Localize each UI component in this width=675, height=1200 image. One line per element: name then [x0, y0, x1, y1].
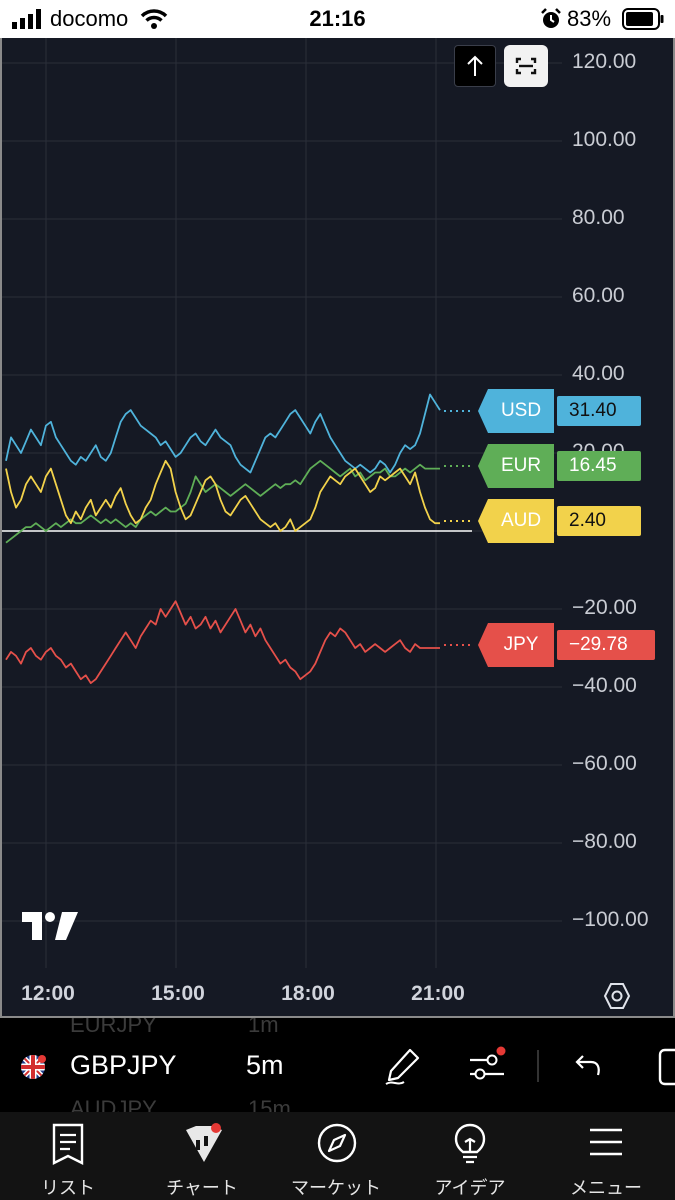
ghost-symbol-top: EURJPY	[70, 1018, 157, 1037]
nav-menu-label: メニュー	[570, 1178, 642, 1198]
ghost-interval-top: 1m	[248, 1018, 279, 1037]
x-tick-label: 15:00	[151, 982, 205, 1005]
sliders-icon[interactable]	[466, 1046, 508, 1086]
nav-list[interactable]: リスト	[8, 1112, 128, 1200]
nav-market-label: マーケット	[291, 1178, 381, 1198]
y-tick-label: −100.00	[572, 908, 649, 931]
wifi-icon	[140, 9, 168, 29]
series-tag-jpy: JPY	[478, 623, 554, 667]
tradingview-logo	[22, 912, 78, 940]
ghost-interval-bottom: 15m	[248, 1096, 291, 1112]
y-tick-label: 60.00	[572, 284, 625, 307]
chart-toolbar: EURJPY 1m AUDJPY 15m GBPJPY 5m	[0, 1018, 675, 1112]
series-line-jpy	[5, 600, 440, 684]
toolbar-divider	[537, 1050, 539, 1082]
undo-icon[interactable]	[574, 1050, 604, 1080]
compass-icon	[317, 1123, 357, 1163]
chart-canvas[interactable]	[2, 38, 673, 1018]
signal-icon	[12, 9, 41, 29]
battery-percentage: 83%	[567, 6, 612, 31]
series-value-eur: 16.45	[557, 451, 641, 481]
y-tick-label: −80.00	[572, 830, 637, 853]
x-tick-label: 18:00	[281, 982, 335, 1005]
carrier-label: docomo	[50, 6, 129, 31]
lightbulb-icon	[454, 1123, 486, 1164]
y-tick-label: 100.00	[572, 128, 637, 151]
y-tick-label: 120.00	[572, 50, 637, 73]
fullscreen-button[interactable]	[504, 45, 548, 87]
chart-panel[interactable]: 120.00100.0080.0060.0040.0020.000.00−20.…	[0, 38, 675, 1018]
symbol-selector[interactable]: GBPJPY	[70, 1050, 177, 1080]
uk-flag-icon	[21, 1055, 46, 1079]
bottom-navigation: リスト チャート マーケット アイデア メニュー	[0, 1112, 675, 1200]
status-bar: docomo 21:16 83%	[0, 0, 675, 38]
series-tag-aud: AUD	[478, 499, 554, 543]
fullscreen-toggle-icon[interactable]	[654, 1048, 675, 1086]
y-tick-label: 40.00	[572, 362, 625, 385]
fullscreen-icon	[515, 57, 537, 75]
interval-selector[interactable]: 5m	[246, 1050, 284, 1080]
gear-icon	[603, 983, 631, 1009]
series-value-usd: 31.40	[557, 396, 641, 426]
chart-icon	[186, 1123, 222, 1162]
y-tick-label: −60.00	[572, 752, 637, 775]
clock-time: 21:16	[309, 6, 366, 31]
y-tick-label: −20.00	[572, 596, 637, 619]
x-tick-label: 12:00	[21, 982, 75, 1005]
list-icon	[52, 1123, 84, 1165]
series-line-usd	[5, 393, 441, 474]
y-tick-label: 80.00	[572, 206, 625, 229]
pen-icon[interactable]	[382, 1046, 422, 1086]
series-line-aud	[5, 459, 440, 532]
series-value-aud: 2.40	[557, 506, 641, 536]
y-tick-label: −40.00	[572, 674, 637, 697]
nav-list-label: リスト	[41, 1178, 95, 1198]
nav-ideas-label: アイデア	[434, 1178, 506, 1198]
nav-chart[interactable]: チャート	[142, 1112, 262, 1200]
series-tag-eur: EUR	[478, 444, 554, 488]
chart-settings-button[interactable]	[600, 979, 634, 1013]
menu-icon	[590, 1128, 622, 1156]
scroll-up-button[interactable]	[454, 45, 496, 87]
nav-chart-label: チャート	[166, 1178, 238, 1198]
ghost-symbol-bottom: AUDJPY	[70, 1096, 157, 1112]
series-tag-usd: USD	[478, 389, 554, 433]
x-tick-label: 21:00	[411, 982, 465, 1005]
nav-ideas[interactable]: アイデア	[410, 1112, 530, 1200]
series-line-eur	[5, 459, 440, 544]
nav-market[interactable]: マーケット	[276, 1112, 396, 1200]
alarm-icon	[541, 8, 561, 28]
series-value-jpy: −29.78	[557, 630, 655, 660]
arrow-up-icon	[467, 55, 483, 76]
nav-menu[interactable]: メニュー	[546, 1112, 666, 1200]
battery-icon	[622, 8, 664, 30]
